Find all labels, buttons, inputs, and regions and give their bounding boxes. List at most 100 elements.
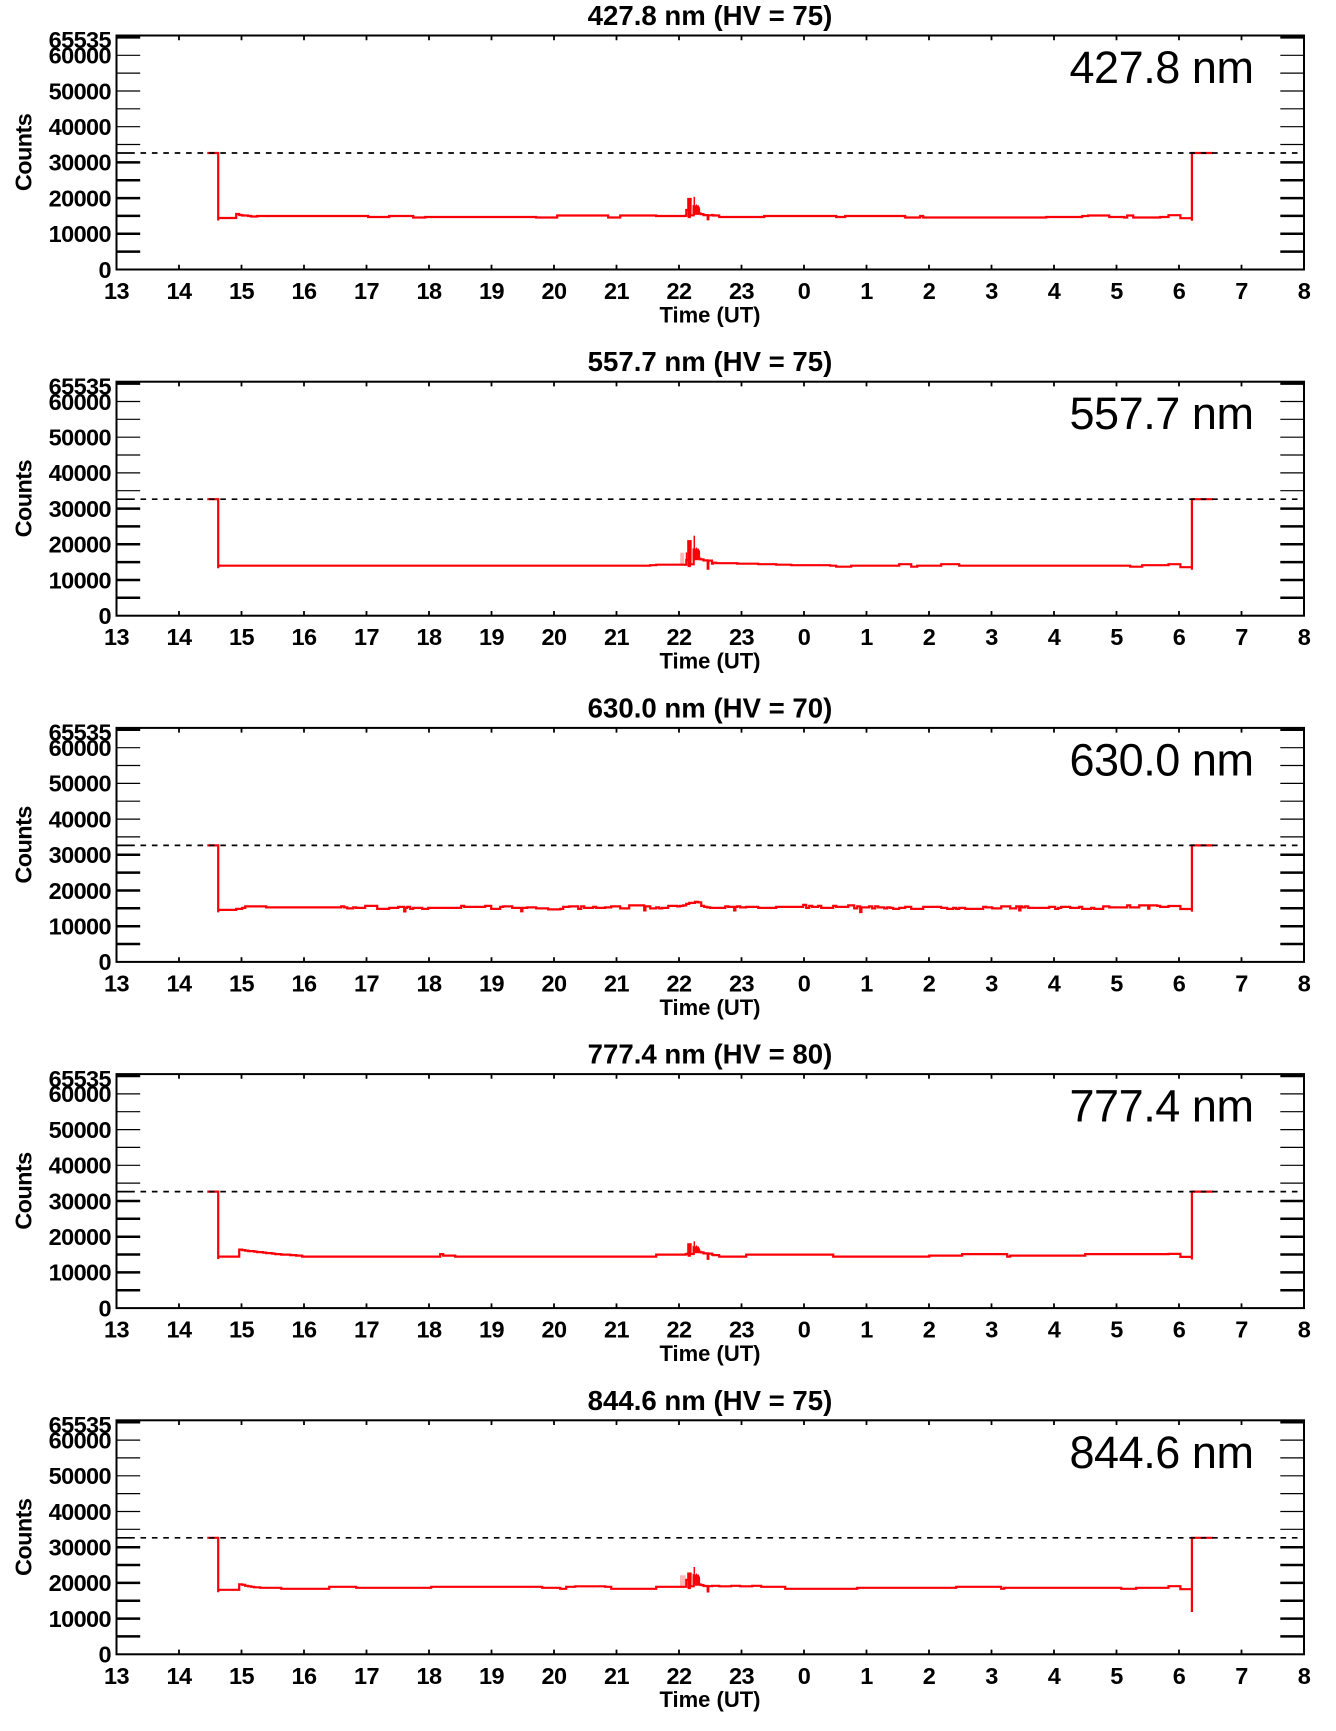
svg-text:18: 18 (417, 970, 442, 996)
svg-text:1: 1 (860, 278, 873, 304)
svg-text:21: 21 (604, 1317, 629, 1343)
svg-text:Time (UT): Time (UT) (659, 302, 760, 327)
svg-text:20000: 20000 (49, 185, 112, 211)
svg-text:13: 13 (104, 970, 129, 996)
svg-text:4: 4 (1048, 278, 1061, 304)
svg-text:21: 21 (604, 970, 629, 996)
svg-text:0: 0 (99, 1642, 112, 1668)
svg-text:Counts: Counts (11, 1498, 37, 1576)
svg-text:7: 7 (1235, 970, 1248, 996)
svg-text:22: 22 (667, 624, 692, 650)
svg-text:4: 4 (1048, 624, 1061, 650)
svg-text:Time (UT): Time (UT) (659, 1687, 760, 1712)
svg-text:2: 2 (923, 970, 936, 996)
svg-text:16: 16 (292, 278, 317, 304)
svg-text:3: 3 (985, 278, 998, 304)
svg-text:844.6 nm (HV = 75): 844.6 nm (HV = 75) (588, 1385, 833, 1416)
svg-text:7: 7 (1235, 624, 1248, 650)
svg-text:2: 2 (923, 1663, 936, 1689)
svg-text:16: 16 (292, 1317, 317, 1343)
svg-text:7: 7 (1235, 278, 1248, 304)
svg-text:65535: 65535 (49, 27, 112, 53)
svg-text:20000: 20000 (49, 1570, 112, 1596)
svg-text:630.0 nm (HV = 70): 630.0 nm (HV = 70) (588, 692, 833, 723)
svg-text:8: 8 (1298, 278, 1311, 304)
svg-text:50000: 50000 (49, 1463, 112, 1489)
svg-text:19: 19 (479, 970, 504, 996)
svg-text:4: 4 (1048, 1317, 1061, 1343)
svg-text:2: 2 (923, 624, 936, 650)
svg-text:40000: 40000 (49, 460, 112, 486)
svg-text:50000: 50000 (49, 78, 112, 104)
svg-text:15: 15 (229, 278, 254, 304)
svg-text:Counts: Counts (11, 113, 37, 191)
svg-text:40000: 40000 (49, 1499, 112, 1525)
svg-text:20: 20 (542, 1663, 567, 1689)
svg-text:5: 5 (1110, 1317, 1123, 1343)
svg-text:2: 2 (923, 1317, 936, 1343)
svg-text:18: 18 (417, 624, 442, 650)
svg-text:20: 20 (542, 278, 567, 304)
svg-text:23: 23 (729, 970, 754, 996)
svg-text:14: 14 (167, 970, 192, 996)
svg-text:40000: 40000 (49, 114, 112, 140)
svg-text:7: 7 (1235, 1663, 1248, 1689)
svg-text:40000: 40000 (49, 806, 112, 832)
svg-text:6: 6 (1173, 1663, 1186, 1689)
svg-text:18: 18 (417, 1663, 442, 1689)
svg-text:40000: 40000 (49, 1153, 112, 1179)
svg-text:20000: 20000 (49, 1224, 112, 1250)
svg-text:7: 7 (1235, 1317, 1248, 1343)
svg-text:60000: 60000 (49, 1081, 112, 1107)
svg-text:16: 16 (292, 970, 317, 996)
svg-text:20000: 20000 (49, 532, 112, 558)
svg-text:23: 23 (729, 1317, 754, 1343)
svg-text:22: 22 (667, 278, 692, 304)
svg-text:17: 17 (354, 624, 379, 650)
svg-text:19: 19 (479, 1317, 504, 1343)
svg-text:22: 22 (667, 970, 692, 996)
svg-text:0: 0 (99, 603, 112, 629)
svg-text:Counts: Counts (11, 1152, 37, 1230)
svg-text:6: 6 (1173, 1317, 1186, 1343)
svg-text:10000: 10000 (49, 221, 112, 247)
svg-text:1: 1 (860, 970, 873, 996)
svg-text:0: 0 (798, 970, 811, 996)
svg-text:4: 4 (1048, 970, 1061, 996)
svg-text:30000: 30000 (49, 1188, 112, 1214)
svg-text:Time (UT): Time (UT) (659, 995, 760, 1020)
svg-text:13: 13 (104, 1663, 129, 1689)
svg-text:Counts: Counts (11, 460, 37, 538)
svg-text:23: 23 (729, 1663, 754, 1689)
svg-text:22: 22 (667, 1663, 692, 1689)
svg-text:65535: 65535 (49, 720, 112, 746)
svg-text:10000: 10000 (49, 567, 112, 593)
svg-text:30000: 30000 (49, 496, 112, 522)
svg-text:21: 21 (604, 624, 629, 650)
svg-text:23: 23 (729, 624, 754, 650)
svg-text:15: 15 (229, 1317, 254, 1343)
svg-text:50000: 50000 (49, 771, 112, 797)
svg-text:13: 13 (104, 624, 129, 650)
svg-text:30000: 30000 (49, 1535, 112, 1561)
svg-text:13: 13 (104, 278, 129, 304)
svg-text:5: 5 (1110, 1663, 1123, 1689)
svg-text:5: 5 (1110, 624, 1123, 650)
svg-text:0: 0 (798, 1317, 811, 1343)
svg-text:0: 0 (99, 257, 112, 283)
svg-text:22: 22 (667, 1317, 692, 1343)
svg-text:8: 8 (1298, 970, 1311, 996)
svg-text:8: 8 (1298, 1317, 1311, 1343)
svg-text:3: 3 (985, 970, 998, 996)
svg-text:Time (UT): Time (UT) (659, 1341, 760, 1366)
svg-text:0: 0 (798, 278, 811, 304)
svg-text:1: 1 (860, 624, 873, 650)
svg-text:15: 15 (229, 624, 254, 650)
svg-text:6: 6 (1173, 278, 1186, 304)
svg-text:0: 0 (99, 1295, 112, 1321)
svg-text:65535: 65535 (49, 1412, 112, 1438)
svg-text:19: 19 (479, 624, 504, 650)
svg-text:16: 16 (292, 624, 317, 650)
svg-text:14: 14 (167, 624, 192, 650)
svg-text:18: 18 (417, 278, 442, 304)
